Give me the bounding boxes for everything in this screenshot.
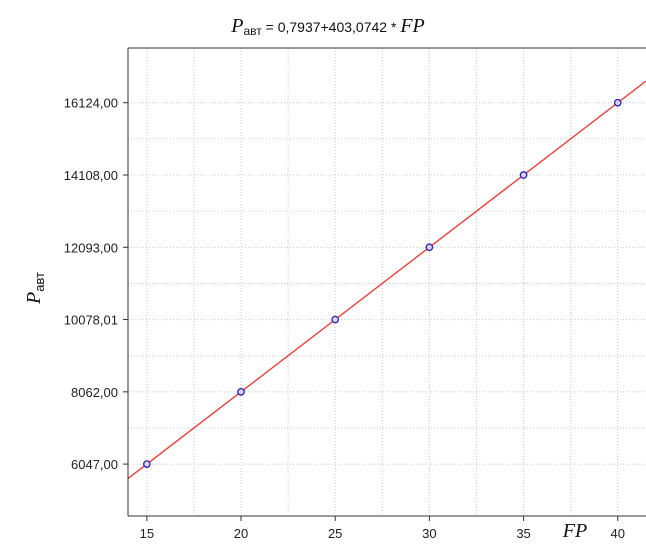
- x-tick-label: 20: [234, 526, 248, 541]
- axes: [127, 47, 646, 517]
- data-point: [613, 98, 622, 107]
- plot-area: [127, 47, 646, 517]
- y-tick-label: 16124,00: [64, 96, 118, 111]
- grid: [128, 48, 646, 516]
- x-tick-label: 15: [140, 526, 154, 541]
- y-axis-label: Pавт: [23, 272, 47, 305]
- regression-line: [128, 80, 646, 480]
- x-tick-label: 25: [328, 526, 342, 541]
- fit-line-series: [128, 80, 646, 480]
- title-sub: авт: [243, 24, 262, 38]
- y-tick-label: 14108,00: [64, 168, 118, 183]
- data-points: [142, 98, 622, 468]
- y-tick-label: 10078,01: [64, 313, 118, 328]
- data-point: [519, 171, 528, 179]
- chart-title: Pавт = 0,7937+403,0742 * FP: [230, 15, 425, 38]
- data-point: [237, 387, 245, 396]
- data-point: [142, 460, 151, 468]
- data-point: [331, 315, 340, 324]
- y-label-var: P: [23, 292, 45, 305]
- x-tick-label: 40: [611, 526, 625, 541]
- y-tick-label: 6047,00: [71, 457, 118, 472]
- y-tick-label: 12093,00: [64, 240, 118, 255]
- y-axis-ticks: 6047,00 8062,00 10078,01 12093,00 14108,00 16…: [64, 96, 128, 472]
- y-label-sub: авт: [32, 272, 47, 292]
- title-fp: FP: [399, 15, 424, 37]
- x-axis-ticks: 15 20 25 30 35 40: [140, 516, 625, 541]
- title-expression: = 0,7937+403,0742 *: [262, 19, 401, 35]
- data-point: [425, 243, 434, 252]
- x-axis-label: FP: [562, 520, 587, 542]
- title-var: P: [230, 15, 243, 37]
- plot-background: [128, 48, 646, 516]
- x-tick-label: 30: [422, 526, 436, 541]
- y-tick-label: 8062,00: [71, 385, 118, 400]
- x-tick-label: 35: [516, 526, 530, 541]
